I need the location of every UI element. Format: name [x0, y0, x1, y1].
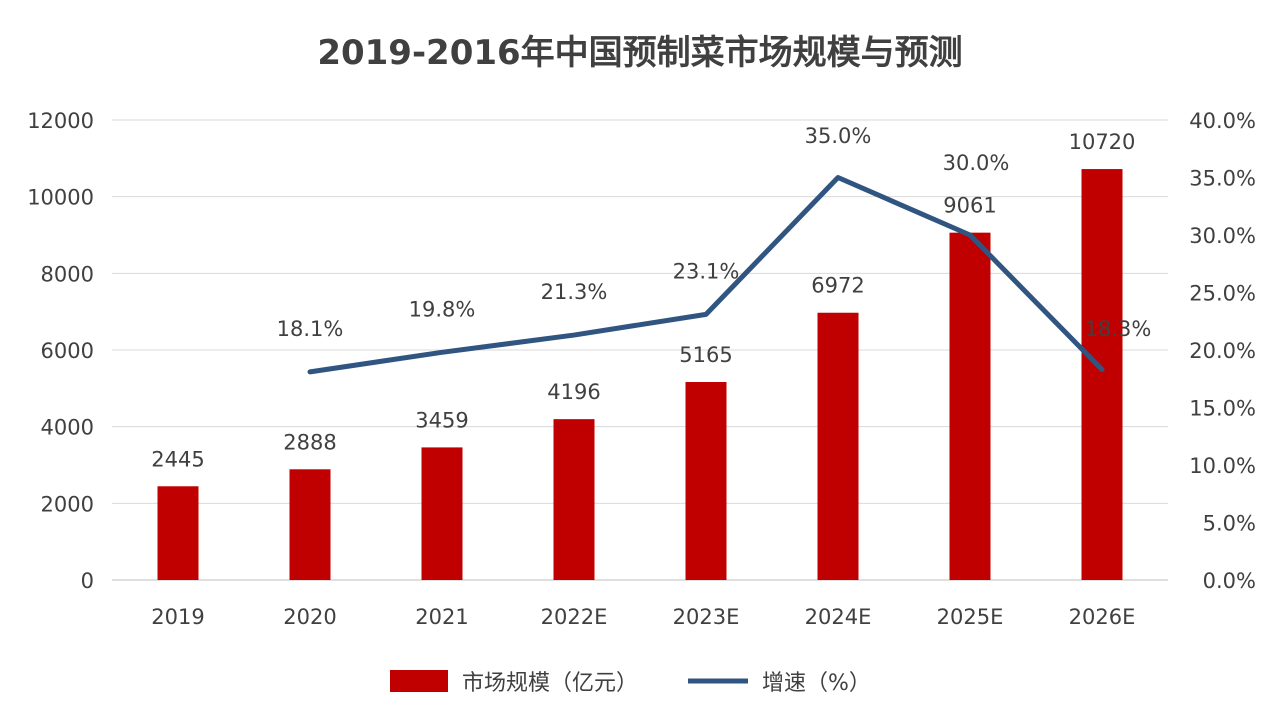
y-left-tick-label: 4000 [41, 416, 94, 440]
line-series [307, 175, 1105, 375]
x-tick-label: 2022E [541, 605, 608, 629]
x-tick-label: 2019 [151, 605, 204, 629]
x-tick-label: 2023E [673, 605, 740, 629]
x-tick-label: 2025E [937, 605, 1004, 629]
bar [1081, 169, 1123, 581]
line-data-label: 18.1% [277, 317, 344, 341]
bar [553, 419, 595, 580]
bar-data-label: 6972 [811, 274, 864, 298]
y-right-tick-label: 40.0% [1189, 109, 1256, 133]
y-right-tick-label: 10.0% [1189, 454, 1256, 478]
bar-data-label: 2888 [283, 430, 336, 454]
grid-lines [112, 119, 1168, 581]
line-data-label: 19.8% [409, 297, 476, 321]
x-tick-label: 2021 [415, 605, 468, 629]
y-right-tick-label: 20.0% [1189, 339, 1256, 363]
y-right-tick-label: 15.0% [1189, 397, 1256, 421]
bar-data-label: 3459 [415, 408, 468, 432]
x-tick-label: 2026E [1069, 605, 1136, 629]
y-left-tick-label: 2000 [41, 492, 94, 516]
bar-data-label: 5165 [679, 343, 732, 367]
bar-data-label: 9061 [943, 194, 996, 218]
watermark-account-text: @团餐界 [1138, 693, 1226, 718]
line-data-label: 35.0% [805, 124, 872, 148]
line-data-labels: 18.1% 19.8% 21.3% 23.1% 35.0% 30.0% 18.3% [277, 124, 1152, 341]
y-left-tick-label: 0 [81, 569, 94, 593]
y-right-tick-label: 35.0% [1189, 167, 1256, 191]
bar [685, 382, 727, 580]
y-left-axis: 0 2000 4000 6000 8000 10000 12000 [27, 109, 94, 593]
watermark: 澎湃号 @团餐界 [1030, 693, 1226, 718]
legend-bar-label: 市场规模（亿元） [462, 671, 638, 696]
y-left-tick-label: 12000 [27, 109, 94, 133]
bar-series [157, 169, 1123, 581]
y-right-axis: 0.0% 5.0% 10.0% 15.0% 20.0% 25.0% 30.0% 35.0% 40… [1189, 109, 1256, 593]
y-right-tick-label: 30.0% [1189, 224, 1256, 248]
y-left-tick-label: 6000 [41, 339, 94, 363]
growth-line [307, 175, 1105, 375]
line-data-label: 30.0% [943, 151, 1010, 175]
chart-title: 2019-2016年中国预制菜市场规模与预测 [317, 33, 962, 73]
x-axis: 2019 2020 2021 2022E 2023E 2024E 2025E 2026E [151, 605, 1135, 629]
bar [949, 232, 991, 580]
y-left-tick-label: 10000 [27, 186, 94, 210]
line-data-label: 21.3% [541, 280, 608, 304]
bar [817, 312, 859, 580]
y-left-tick-label: 8000 [41, 262, 94, 286]
legend-bar-swatch [390, 670, 448, 692]
bar-data-label: 10720 [1069, 130, 1136, 154]
y-right-tick-label: 0.0% [1203, 569, 1256, 593]
legend-line-label: 增速（%） [762, 671, 871, 696]
line-data-label: 18.3% [1085, 317, 1152, 341]
legend: 市场规模（亿元） 增速（%） [390, 670, 871, 696]
bar [157, 486, 199, 580]
bar-data-label: 4196 [547, 380, 600, 404]
bar-data-labels: 2445 2888 3459 4196 5165 6972 9061 10720 [151, 130, 1135, 471]
bar-data-label: 2445 [151, 447, 204, 471]
line-data-label: 23.1% [673, 259, 740, 283]
bar [421, 447, 463, 580]
x-tick-label: 2020 [283, 605, 336, 629]
bar [289, 469, 331, 580]
x-tick-label: 2024E [805, 605, 872, 629]
y-right-tick-label: 25.0% [1189, 282, 1256, 306]
watermark-logo-text: 澎湃号 [1030, 693, 1098, 718]
y-right-tick-label: 5.0% [1203, 512, 1256, 536]
